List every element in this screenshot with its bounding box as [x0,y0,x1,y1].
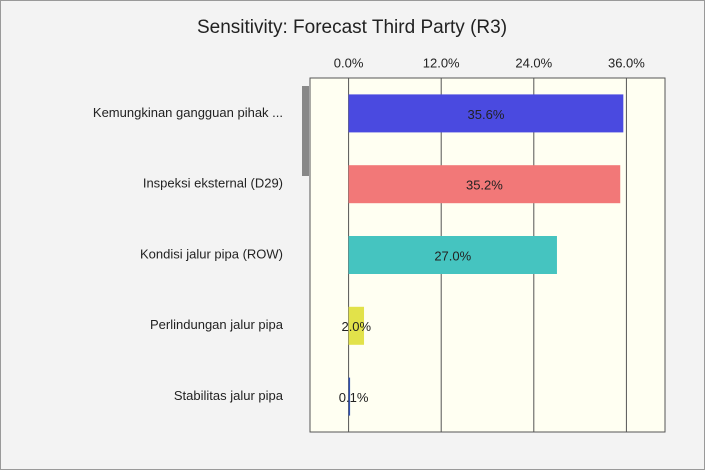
value-label: 0.1% [339,390,369,405]
y-tick-label: Stabilitas jalur pipa [174,388,284,403]
bar [348,377,351,416]
x-tick-label: 24.0% [515,55,552,70]
y-tick-label: Kondisi jalur pipa (ROW) [140,246,283,261]
x-tick-label: 36.0% [608,55,645,70]
y-tick-label: Inspeksi eksternal (D29) [143,176,283,191]
scrollbar [302,86,309,176]
chart-title: Sensitivity: Forecast Third Party (R3) [197,17,507,38]
bar [348,165,621,204]
value-label: 35.2% [466,178,503,193]
y-tick-label: Kemungkinan gangguan pihak ... [93,105,283,120]
value-label: 35.6% [468,107,505,122]
y-tick-label: Perlindungan jalur pipa [150,317,284,332]
bar [348,94,624,133]
bar [348,236,557,274]
value-label: 2.0% [341,319,371,334]
x-tick-label: 0.0% [334,55,364,70]
x-tick-label: 12.0% [423,55,460,70]
value-label: 27.0% [434,248,471,263]
bar [348,306,365,345]
